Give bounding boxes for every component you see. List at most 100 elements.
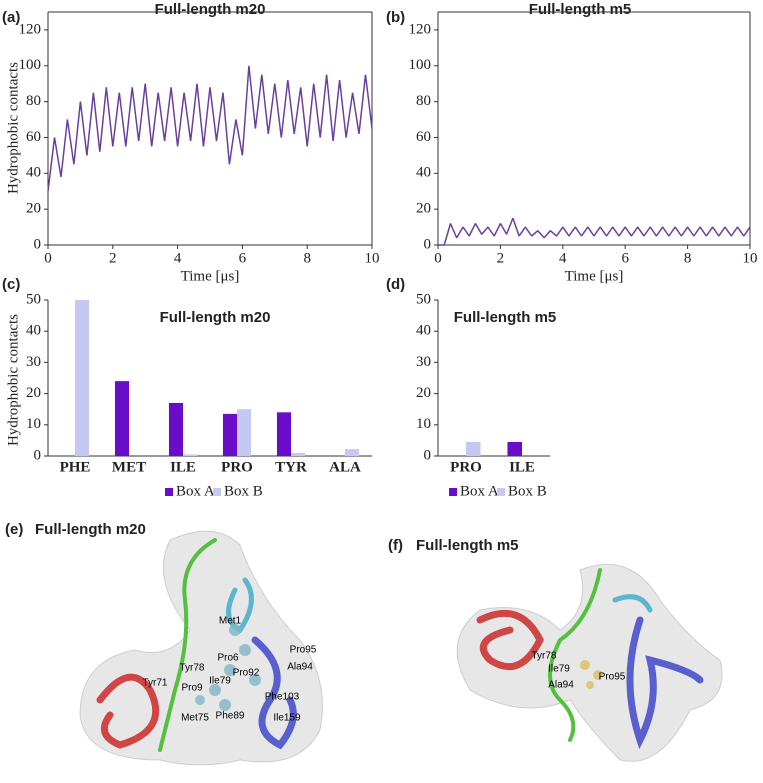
bar bbox=[345, 449, 360, 456]
y-tick-label: 0 bbox=[424, 447, 432, 463]
panel-label: (c) bbox=[2, 276, 20, 293]
panel-label: (b) bbox=[386, 9, 405, 26]
y-tick-label: 80 bbox=[416, 93, 431, 109]
y-tick-label: 30 bbox=[26, 354, 41, 370]
bar bbox=[168, 402, 183, 456]
residue-label: Phe89 bbox=[216, 711, 245, 722]
residue-label: Pro95 bbox=[290, 645, 317, 656]
bar bbox=[75, 300, 90, 456]
residue-label: Pro9 bbox=[181, 683, 203, 694]
legend-swatch bbox=[165, 488, 173, 496]
y-tick-label: 0 bbox=[34, 447, 42, 463]
panel-label: (d) bbox=[386, 276, 405, 293]
x-tick-label: PHE bbox=[60, 459, 91, 475]
residue-label: Pro95 bbox=[599, 672, 626, 683]
residue-label: Tyr71 bbox=[142, 678, 167, 689]
x-tick-label: 4 bbox=[559, 250, 567, 266]
structure-title: Full-length m5 bbox=[416, 537, 519, 554]
residue-label: Tyr78 bbox=[179, 663, 204, 674]
residue-label: Tyr78 bbox=[531, 651, 556, 662]
y-tick-label: 60 bbox=[416, 129, 431, 145]
structure-f-ribbons bbox=[476, 568, 704, 750]
legend-label: Box B bbox=[508, 483, 547, 499]
y-tick-label: 100 bbox=[19, 57, 42, 73]
residue-label: Met75 bbox=[181, 713, 209, 724]
x-tick-label: 0 bbox=[434, 250, 442, 266]
legend-swatch bbox=[497, 488, 505, 496]
y-tick-label: 80 bbox=[26, 93, 41, 109]
bar bbox=[507, 441, 522, 456]
x-axis-label: Time [μs] bbox=[181, 268, 240, 284]
x-tick-label: ALA bbox=[329, 459, 361, 475]
chart-title: Full-length m20 bbox=[160, 309, 271, 326]
x-tick-label: TYR bbox=[275, 459, 307, 475]
structure-f-beads bbox=[580, 660, 603, 689]
bar bbox=[276, 412, 291, 456]
residue-label: Pro92 bbox=[233, 668, 260, 679]
residue-label: Ile159 bbox=[273, 713, 301, 724]
x-tick-label: 6 bbox=[239, 250, 247, 266]
x-tick-label: PRO bbox=[221, 459, 253, 475]
bar bbox=[114, 381, 129, 456]
bar bbox=[466, 441, 481, 456]
residue-label: Ile79 bbox=[209, 676, 231, 687]
legend-label: Box B bbox=[224, 483, 263, 499]
x-tick-label: ILE bbox=[170, 459, 196, 475]
y-tick-label: 10 bbox=[26, 416, 41, 432]
y-tick-label: 0 bbox=[34, 236, 42, 252]
panel-label: (a) bbox=[2, 9, 20, 26]
x-tick-label: 2 bbox=[497, 250, 505, 266]
y-tick-label: 60 bbox=[26, 129, 41, 145]
y-tick-label: 20 bbox=[416, 385, 431, 401]
y-tick-label: 20 bbox=[26, 385, 41, 401]
x-tick-label: 2 bbox=[109, 250, 117, 266]
structure-title: Full-length m20 bbox=[35, 521, 146, 538]
chart-title: Full-length m5 bbox=[529, 1, 632, 18]
y-axis-label: Hydrophobic contacts bbox=[5, 314, 21, 446]
legend-swatch bbox=[449, 488, 457, 496]
bar bbox=[222, 413, 237, 456]
chart-title: Full-length m5 bbox=[454, 309, 557, 326]
data-line bbox=[438, 217, 751, 246]
structure-e-beads bbox=[195, 624, 261, 711]
panel-label: (e) bbox=[5, 521, 23, 538]
residue-label: Ala94 bbox=[548, 680, 574, 691]
y-tick-label: 20 bbox=[416, 201, 431, 217]
residue-label: Ala94 bbox=[287, 662, 313, 673]
x-tick-label: MET bbox=[112, 459, 146, 475]
residue-label: Phe103 bbox=[265, 692, 300, 703]
bar bbox=[291, 452, 306, 456]
y-tick-label: 40 bbox=[416, 323, 431, 339]
legend-label: Box A bbox=[460, 483, 499, 499]
bar bbox=[183, 454, 198, 456]
y-tick-label: 20 bbox=[26, 201, 41, 217]
x-tick-label: 4 bbox=[174, 250, 182, 266]
residue-label: Pro6 bbox=[217, 653, 239, 664]
structure-f-shapes bbox=[456, 563, 723, 762]
y-tick-label: 30 bbox=[416, 354, 431, 370]
structure-e-shapes bbox=[79, 530, 323, 766]
data-line bbox=[47, 65, 373, 192]
x-tick-label: 10 bbox=[365, 250, 380, 266]
panel-label: (f) bbox=[388, 537, 403, 554]
x-tick-label: 0 bbox=[44, 250, 52, 266]
x-tick-label: ILE bbox=[509, 459, 535, 475]
x-tick-label: 6 bbox=[621, 250, 629, 266]
y-tick-label: 120 bbox=[409, 21, 432, 37]
y-tick-label: 120 bbox=[19, 21, 42, 37]
y-tick-label: 0 bbox=[424, 236, 432, 252]
legend-swatch bbox=[213, 488, 221, 496]
x-tick-label: 10 bbox=[743, 250, 758, 266]
y-tick-label: 50 bbox=[416, 291, 431, 307]
x-tick-label: 8 bbox=[684, 250, 692, 266]
y-tick-label: 100 bbox=[409, 57, 432, 73]
x-axis-label: Time [μs] bbox=[565, 268, 624, 284]
y-tick-label: 50 bbox=[26, 291, 41, 307]
residue-label: Met1 bbox=[219, 616, 242, 627]
y-axis-label: Hydrophobic contacts bbox=[5, 62, 21, 194]
bar bbox=[237, 409, 252, 456]
x-tick-label: PRO bbox=[450, 459, 482, 475]
chart-title: Full-length m20 bbox=[155, 1, 266, 18]
y-tick-label: 40 bbox=[26, 165, 41, 181]
